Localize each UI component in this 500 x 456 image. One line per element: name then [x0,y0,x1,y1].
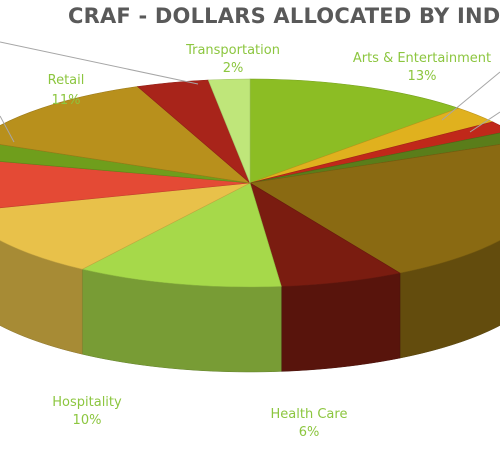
slice-label-name: Hospitality [52,395,122,410]
pie-slice-health-care [249,182,401,287]
slice-label-name: Transportation [185,43,280,58]
pie-slice-9 [0,144,251,184]
slice-label-value: 2% [223,61,244,76]
slice-label-name: Health Care [271,407,348,422]
slice-label-value: 10% [73,413,102,428]
pie-slice-3 [249,132,500,184]
leader-lines [0,41,500,143]
slice-label-value: 6% [299,425,320,440]
leader-line-1 [0,115,15,143]
leader-line-2 [441,71,500,121]
leader-line-3 [469,111,500,133]
pie-slice-hospitality [81,182,282,288]
pie-slice-transportation [207,78,251,184]
pie-slice-retail [0,86,251,184]
callout-label-value: 13% [408,69,437,84]
chart-title: CRAF - DOLLARS ALLOCATED BY INDUSTRY [68,4,500,28]
pie-slice-7 [0,182,251,270]
leader-line-0 [0,41,199,85]
pie-slice-0 [249,78,460,184]
pie-side-5 [281,272,401,372]
pie-side-walls [0,240,500,373]
slice-labels: Health Care 6% Hospitality 10% Retail 11% Tran… [48,43,492,440]
pie-slice-8 [0,161,251,209]
slice-label-name: Retail [48,73,85,88]
pie-slice-2 [249,121,500,184]
callout-label-name: Arts & Entertainment [353,51,491,66]
pie-top-faces [0,78,500,288]
slice-label-value: 11% [52,93,81,108]
pie-slice-4 [249,144,500,274]
